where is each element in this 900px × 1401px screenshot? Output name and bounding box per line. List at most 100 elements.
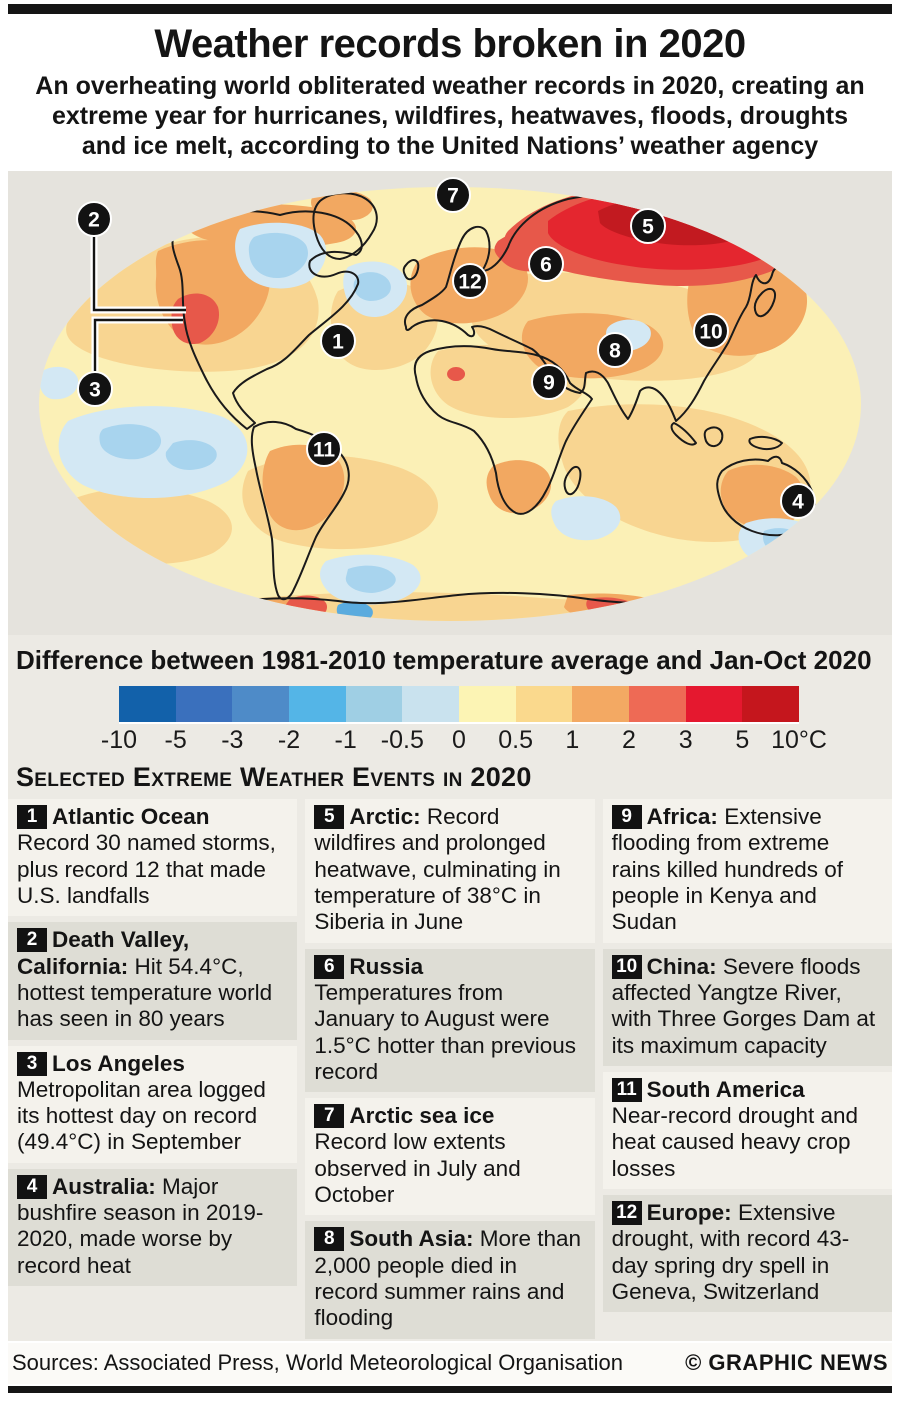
svg-text:7: 7 — [447, 185, 459, 208]
scale-label: -2 — [277, 726, 301, 754]
scale-label: 3 — [678, 726, 693, 754]
temperature-colorbar — [119, 686, 800, 722]
event-text: Extensive flooding from extreme rains ki… — [611, 804, 844, 935]
event-title: Australia: — [52, 1173, 156, 1199]
event-text: Major bushfire season in 2019-2020, made… — [17, 1173, 264, 1278]
colorbar-segment — [742, 686, 800, 722]
event-item-4: 4 Australia: Major bushfire season in 201… — [8, 1168, 298, 1286]
event-title: China: — [646, 953, 717, 979]
legend: Difference between 1981-2010 temperature… — [8, 635, 892, 760]
svg-text:6: 6 — [540, 254, 552, 277]
colorbar-segment — [515, 686, 573, 722]
event-item-7: 7 Arctic sea ice Record low extents observ… — [305, 1098, 595, 1216]
event-number-badge: 11 — [611, 1077, 642, 1102]
events-column-2: 5 Arctic: Record wildfires and prolonged … — [305, 799, 595, 1339]
svg-text:2: 2 — [88, 209, 100, 232]
map-marker-10: 10 — [693, 313, 729, 349]
event-item-10: 10 China: Severe floods affected Yangtze … — [602, 948, 892, 1066]
scale-label: 5 — [735, 726, 750, 754]
top-rule — [8, 4, 892, 14]
event-item-12: 12 Europe: Extensive drought, with record… — [602, 1195, 892, 1313]
events-grid: 1 Atlantic Ocean Record 30 named storms, p… — [8, 799, 892, 1341]
event-item-8: 8 South Asia: More than 2,000 people died… — [305, 1221, 595, 1339]
event-number-badge: 12 — [611, 1201, 642, 1226]
event-number-badge: 8 — [314, 1227, 345, 1252]
event-title: South America — [646, 1076, 805, 1102]
page-title: Weather records broken in 2020 — [154, 22, 746, 66]
event-number-badge: 6 — [314, 954, 345, 979]
colorbar-segment — [685, 686, 743, 722]
svg-text:5: 5 — [642, 216, 654, 239]
scale-label: -0.5 — [380, 726, 424, 754]
scale-label: -3 — [221, 726, 244, 754]
event-number-badge: 7 — [314, 1104, 345, 1129]
event-title: Europe: — [646, 1200, 732, 1226]
event-text: Metropolitan area logged its hottest day… — [17, 1076, 266, 1155]
map-marker-5: 5 — [630, 208, 666, 244]
page-subtitle: An overheating world obliterated weather… — [35, 72, 865, 160]
event-title: Africa: — [646, 804, 718, 829]
svg-text:11: 11 — [313, 439, 336, 462]
legend-title: Difference between 1981-2010 temperature… — [16, 645, 872, 675]
event-number-badge: 1 — [17, 805, 47, 829]
scale-label: 2 — [622, 726, 636, 754]
svg-text:8: 8 — [609, 340, 621, 363]
event-number-badge: 4 — [17, 1174, 47, 1199]
map-marker-3: 3 — [77, 371, 113, 407]
event-number-badge: 2 — [17, 928, 47, 953]
map-marker-1: 1 — [320, 323, 356, 359]
colorbar-segment — [232, 686, 290, 722]
event-item-1: 1 Atlantic Ocean Record 30 named storms, p… — [8, 799, 298, 917]
map-marker-8: 8 — [597, 332, 633, 368]
event-item-9: 9 Africa: Extensive flooding from extreme… — [602, 799, 892, 943]
event-item-5: 5 Arctic: Record wildfires and prolonged … — [305, 799, 595, 943]
event-title: Arctic sea ice — [349, 1103, 495, 1129]
event-title: Arctic: — [349, 804, 421, 829]
event-text: Record low extents observed in July and … — [314, 1129, 521, 1208]
event-text: Severe floods affected Yangtze River, wi… — [611, 953, 876, 1058]
bottom-rule — [8, 1385, 892, 1393]
event-text: Near-record drought and heat caused heav… — [611, 1103, 859, 1181]
event-title: Russia — [349, 953, 424, 979]
event-number-badge: 9 — [611, 805, 642, 829]
map-marker-6: 6 — [528, 246, 564, 282]
map-marker-9: 9 — [531, 364, 567, 400]
event-title: Atlantic Ocean — [52, 804, 210, 829]
event-title: Los Angeles — [52, 1050, 185, 1076]
colorbar-segment — [289, 686, 346, 722]
scale-label: -1 — [334, 726, 357, 754]
svg-text:4: 4 — [792, 491, 804, 514]
map-marker-2: 2 — [76, 201, 112, 237]
scale-label: 1 — [565, 726, 580, 754]
event-text: Extensive drought, with record 43-day sp… — [611, 1200, 850, 1304]
event-text: Record 30 named storms, plus record 12 t… — [17, 830, 276, 908]
footer: Sources: Associated Press, World Meteoro… — [8, 1342, 892, 1384]
event-title: South Asia: — [349, 1226, 474, 1252]
world-map — [39, 187, 861, 621]
event-item-6: 6 Russia Temperatures from January to Augu… — [305, 948, 595, 1093]
svg-text:10: 10 — [699, 321, 722, 344]
colorbar-segment — [459, 686, 516, 722]
event-number-badge: 10 — [611, 954, 642, 979]
svg-text:12: 12 — [458, 271, 481, 294]
event-item-2: 2 Death Valley, California: Hit 54.4°C, h… — [8, 922, 298, 1040]
event-title: Death Valley, California: — [17, 927, 190, 979]
world-map-panel: 1 2 3 4 5 6 7 8 9 10 11 12 — [8, 171, 892, 635]
event-number-badge: 5 — [314, 805, 345, 829]
map-marker-7: 7 — [435, 177, 471, 213]
event-text: More than 2,000 people died in record su… — [314, 1226, 582, 1331]
event-text: Hit 54.4°C, hottest temperature world ha… — [17, 953, 273, 1032]
colorbar-segment — [629, 686, 686, 722]
events-column-1: 1 Atlantic Ocean Record 30 named storms, p… — [8, 799, 298, 1339]
event-text: Temperatures from January to August were… — [314, 979, 576, 1084]
svg-text:3: 3 — [89, 379, 101, 402]
events-column-3: 9 Africa: Extensive flooding from extreme… — [602, 799, 892, 1339]
colorbar-segment — [402, 686, 460, 722]
event-text: Record wildfires and prolonged heatwave,… — [314, 804, 561, 935]
scale-label: 10°C — [771, 726, 827, 754]
scale-label: 0.5 — [498, 726, 534, 754]
map-marker-4: 4 — [780, 483, 816, 519]
colorbar-segment — [119, 686, 176, 722]
colorbar-segment — [572, 686, 630, 722]
